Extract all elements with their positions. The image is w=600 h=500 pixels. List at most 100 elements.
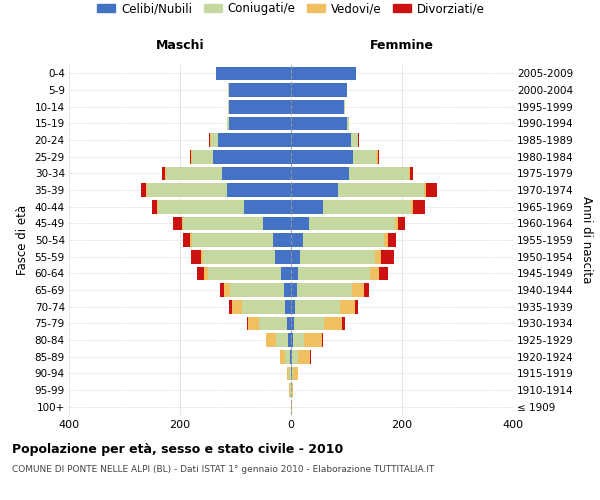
Bar bbox=[162, 166, 165, 180]
Bar bbox=[323, 200, 411, 213]
Bar bbox=[141, 183, 146, 197]
Bar bbox=[286, 300, 291, 314]
Bar bbox=[284, 283, 291, 297]
Bar bbox=[197, 266, 205, 280]
Bar bbox=[411, 200, 413, 213]
Bar bbox=[146, 183, 227, 197]
Bar bbox=[291, 350, 292, 364]
Bar bbox=[291, 233, 303, 247]
Bar bbox=[383, 233, 388, 247]
Bar bbox=[291, 283, 296, 297]
Bar bbox=[208, 266, 281, 280]
Bar bbox=[398, 216, 406, 230]
Bar bbox=[291, 166, 349, 180]
Bar bbox=[291, 266, 298, 280]
Bar bbox=[292, 383, 293, 397]
Bar bbox=[382, 250, 394, 264]
Y-axis label: Fasce di età: Fasce di età bbox=[16, 205, 29, 275]
Bar bbox=[310, 350, 311, 364]
Bar bbox=[388, 233, 396, 247]
Bar bbox=[375, 250, 382, 264]
Bar bbox=[272, 233, 291, 247]
Bar bbox=[287, 316, 291, 330]
Bar bbox=[355, 300, 358, 314]
Bar bbox=[338, 183, 424, 197]
Bar bbox=[210, 133, 211, 147]
Bar bbox=[296, 283, 352, 297]
Bar bbox=[289, 383, 290, 397]
Bar bbox=[322, 333, 323, 347]
Bar bbox=[286, 350, 290, 364]
Bar bbox=[288, 333, 291, 347]
Bar bbox=[291, 83, 347, 97]
Bar bbox=[379, 266, 388, 280]
Bar bbox=[364, 283, 368, 297]
Bar bbox=[289, 366, 291, 380]
Bar bbox=[220, 283, 224, 297]
Bar bbox=[228, 100, 229, 114]
Bar bbox=[347, 116, 349, 130]
Bar bbox=[165, 166, 166, 180]
Bar bbox=[224, 283, 230, 297]
Bar bbox=[287, 366, 289, 380]
Bar bbox=[259, 316, 287, 330]
Bar bbox=[291, 250, 300, 264]
Bar bbox=[426, 183, 437, 197]
Bar bbox=[247, 316, 248, 330]
Bar bbox=[292, 350, 298, 364]
Bar bbox=[295, 300, 340, 314]
Bar bbox=[281, 266, 291, 280]
Bar bbox=[229, 83, 291, 97]
Bar bbox=[275, 250, 291, 264]
Bar bbox=[309, 216, 395, 230]
Bar bbox=[192, 233, 272, 247]
Bar bbox=[291, 216, 309, 230]
Bar bbox=[190, 233, 192, 247]
Bar bbox=[244, 200, 291, 213]
Bar bbox=[184, 233, 190, 247]
Bar bbox=[183, 216, 263, 230]
Bar bbox=[395, 216, 398, 230]
Bar bbox=[325, 316, 342, 330]
Bar bbox=[342, 316, 345, 330]
Text: Popolazione per età, sesso e stato civile - 2010: Popolazione per età, sesso e stato civil… bbox=[12, 442, 343, 456]
Bar bbox=[229, 116, 291, 130]
Bar bbox=[229, 300, 232, 314]
Bar bbox=[291, 116, 347, 130]
Text: COMUNE DI PONTE NELLE ALPI (BL) - Dati ISTAT 1° gennaio 2010 - Elaborazione TUTT: COMUNE DI PONTE NELLE ALPI (BL) - Dati I… bbox=[12, 465, 434, 474]
Bar bbox=[291, 133, 351, 147]
Bar bbox=[232, 300, 242, 314]
Bar bbox=[276, 333, 288, 347]
Bar bbox=[293, 366, 298, 380]
Text: Femmine: Femmine bbox=[370, 38, 434, 52]
Bar bbox=[291, 100, 344, 114]
Bar bbox=[211, 133, 218, 147]
Bar bbox=[221, 166, 291, 180]
Bar bbox=[201, 250, 203, 264]
Bar bbox=[216, 66, 291, 80]
Bar bbox=[413, 200, 425, 213]
Bar bbox=[351, 133, 358, 147]
Bar bbox=[229, 100, 291, 114]
Bar bbox=[370, 266, 379, 280]
Bar bbox=[303, 233, 383, 247]
Bar bbox=[424, 183, 426, 197]
Bar bbox=[291, 316, 294, 330]
Bar bbox=[292, 366, 293, 380]
Bar bbox=[248, 316, 259, 330]
Bar bbox=[266, 333, 276, 347]
Legend: Celibi/Nubili, Coniugati/e, Vedovi/e, Divorziati/e: Celibi/Nubili, Coniugati/e, Vedovi/e, Di… bbox=[92, 0, 490, 20]
Bar bbox=[214, 150, 291, 164]
Bar bbox=[410, 166, 413, 180]
Bar bbox=[173, 216, 182, 230]
Bar bbox=[205, 266, 208, 280]
Bar bbox=[263, 216, 291, 230]
Bar bbox=[300, 250, 375, 264]
Bar bbox=[344, 100, 346, 114]
Bar bbox=[291, 150, 353, 164]
Bar bbox=[227, 183, 291, 197]
Bar bbox=[304, 333, 322, 347]
Bar bbox=[166, 166, 221, 180]
Bar bbox=[227, 116, 229, 130]
Text: Maschi: Maschi bbox=[155, 38, 205, 52]
